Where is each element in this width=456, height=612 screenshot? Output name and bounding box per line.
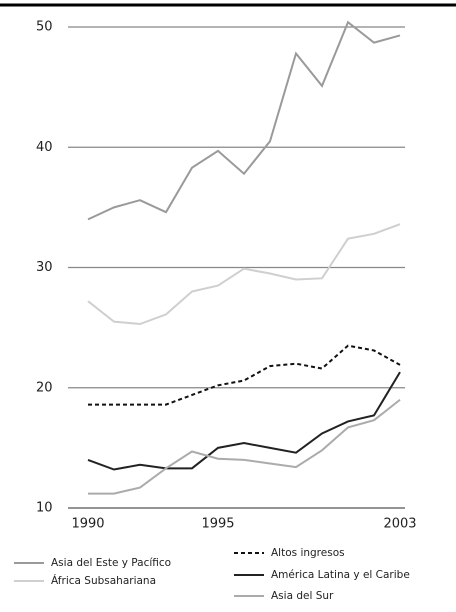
y-tick-label: 40 (36, 140, 53, 155)
series-line (87, 371, 401, 471)
legend-label: Asia del Sur (271, 590, 334, 602)
series-line (88, 344, 401, 406)
x-tick-label: 1990 (71, 517, 104, 532)
x-tick-label: 2003 (383, 517, 416, 532)
series-line (87, 223, 401, 326)
y-tick-label: 10 (36, 501, 53, 516)
y-tick-label: 30 (36, 260, 53, 275)
y-tick-label: 20 (36, 380, 53, 395)
series-line (88, 398, 401, 495)
legend-label: Asia del Este y Pacífico (51, 557, 171, 569)
legend-label: América Latina y el Caribe (271, 569, 410, 581)
y-tick-label: 50 (36, 20, 53, 35)
series-line (87, 20, 401, 221)
legend-label: Altos ingresos (271, 547, 345, 559)
legend-label: África Subsahariana (51, 574, 156, 587)
x-tick-label: 1995 (201, 517, 234, 532)
